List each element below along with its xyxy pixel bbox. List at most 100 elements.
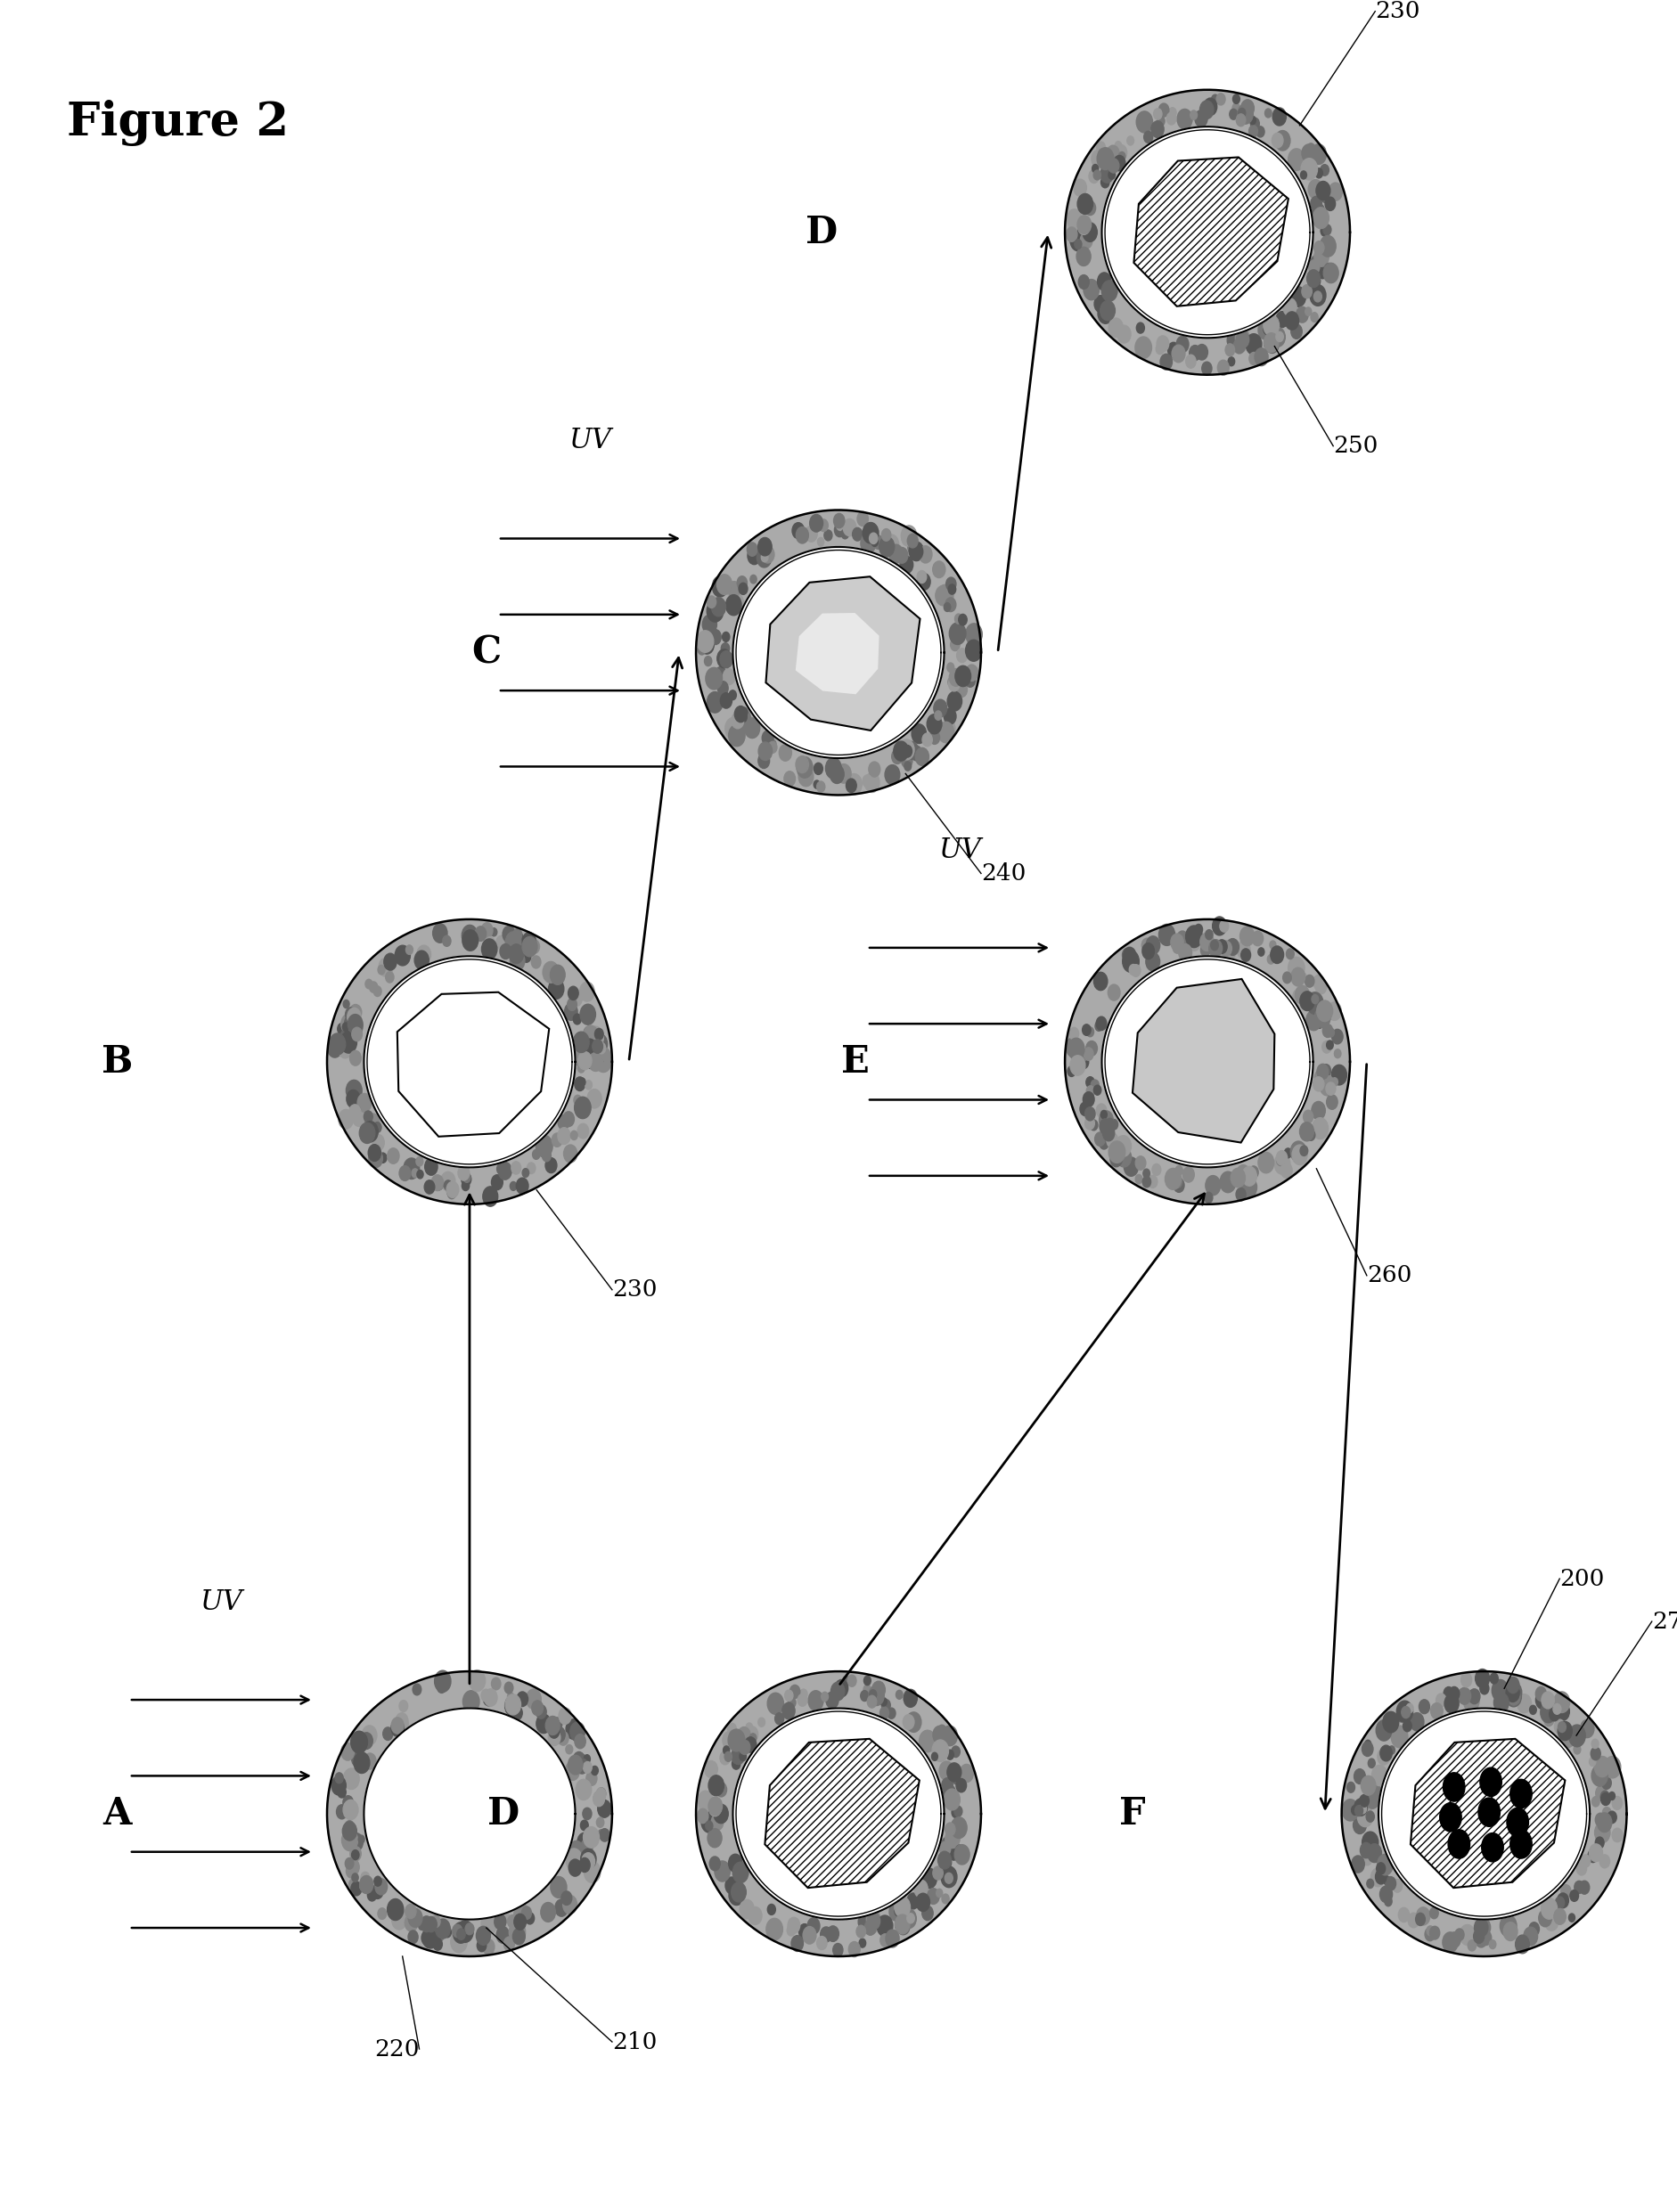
Circle shape [1365, 1741, 1372, 1750]
Circle shape [805, 526, 817, 542]
Circle shape [1608, 1792, 1615, 1801]
Polygon shape [1132, 980, 1275, 1144]
Circle shape [860, 1690, 869, 1701]
Circle shape [352, 1106, 359, 1115]
Circle shape [939, 1761, 954, 1781]
Circle shape [404, 1913, 418, 1931]
Circle shape [907, 540, 919, 555]
Circle shape [533, 1150, 540, 1159]
Circle shape [1600, 1854, 1610, 1867]
Text: F: F [1119, 1796, 1145, 1832]
Circle shape [944, 721, 956, 737]
Circle shape [1392, 1725, 1407, 1747]
Circle shape [1098, 303, 1114, 323]
Circle shape [941, 1867, 958, 1887]
Circle shape [1508, 1688, 1521, 1705]
Circle shape [813, 781, 820, 790]
Circle shape [1588, 1849, 1598, 1863]
Circle shape [1444, 1688, 1454, 1701]
Circle shape [592, 1046, 609, 1068]
Circle shape [956, 666, 971, 686]
Circle shape [932, 1867, 942, 1880]
Circle shape [1576, 1863, 1586, 1876]
Circle shape [948, 677, 954, 686]
Circle shape [902, 745, 912, 757]
Circle shape [1152, 1164, 1160, 1175]
Text: 200: 200 [1560, 1568, 1605, 1590]
Circle shape [397, 1717, 408, 1732]
Circle shape [443, 1927, 451, 1938]
Circle shape [788, 1699, 795, 1708]
Circle shape [1266, 336, 1280, 354]
Polygon shape [1378, 1708, 1590, 1920]
Circle shape [327, 1037, 342, 1057]
Circle shape [1323, 263, 1338, 283]
Circle shape [1238, 108, 1246, 117]
Circle shape [1090, 1119, 1098, 1130]
Circle shape [1103, 1126, 1115, 1141]
Circle shape [1115, 142, 1122, 150]
Circle shape [1597, 1814, 1612, 1832]
Circle shape [1479, 1683, 1489, 1694]
Circle shape [1442, 1772, 1466, 1801]
Circle shape [1608, 1812, 1617, 1823]
Circle shape [1127, 137, 1134, 146]
Circle shape [349, 1004, 362, 1020]
Circle shape [1249, 352, 1259, 365]
Circle shape [817, 538, 823, 546]
Circle shape [513, 1913, 527, 1929]
Circle shape [1098, 1110, 1114, 1130]
Circle shape [1332, 1029, 1343, 1044]
Circle shape [1580, 1880, 1590, 1893]
Circle shape [1204, 97, 1218, 115]
Circle shape [810, 515, 823, 531]
Circle shape [508, 1692, 513, 1701]
Circle shape [580, 1849, 595, 1869]
Circle shape [758, 754, 770, 768]
Circle shape [922, 1869, 937, 1889]
Circle shape [1068, 221, 1078, 232]
Circle shape [1291, 1146, 1300, 1155]
Circle shape [1271, 947, 1283, 964]
Circle shape [584, 1026, 599, 1046]
Circle shape [942, 1893, 949, 1905]
Circle shape [1268, 956, 1275, 964]
Circle shape [914, 1880, 927, 1898]
Circle shape [1306, 144, 1315, 155]
Circle shape [897, 750, 904, 759]
Polygon shape [1134, 157, 1288, 305]
Circle shape [711, 672, 723, 686]
Circle shape [817, 1936, 827, 1949]
Circle shape [1097, 272, 1112, 290]
Circle shape [1070, 230, 1087, 252]
Circle shape [1595, 1814, 1605, 1827]
Circle shape [869, 1686, 884, 1705]
Circle shape [1211, 940, 1219, 951]
Circle shape [416, 1157, 423, 1166]
Circle shape [366, 1113, 379, 1130]
Text: D: D [805, 215, 838, 250]
Circle shape [1171, 933, 1184, 951]
Circle shape [880, 1933, 890, 1947]
Circle shape [1236, 1166, 1249, 1183]
Circle shape [703, 1798, 709, 1807]
Circle shape [1107, 1119, 1114, 1128]
Circle shape [387, 1148, 399, 1164]
Circle shape [1555, 1909, 1566, 1924]
Circle shape [584, 1754, 590, 1763]
Circle shape [706, 1820, 713, 1832]
Circle shape [1590, 1845, 1603, 1863]
Circle shape [788, 1918, 800, 1933]
Circle shape [1144, 1168, 1150, 1177]
Circle shape [706, 630, 713, 639]
Circle shape [723, 1745, 729, 1754]
Circle shape [500, 945, 511, 960]
Circle shape [332, 1776, 345, 1796]
Circle shape [882, 529, 890, 542]
Circle shape [941, 1836, 954, 1854]
Circle shape [1219, 1172, 1236, 1192]
Circle shape [792, 522, 805, 540]
Circle shape [885, 765, 901, 785]
Circle shape [949, 622, 966, 644]
Text: 210: 210 [612, 2031, 657, 2053]
